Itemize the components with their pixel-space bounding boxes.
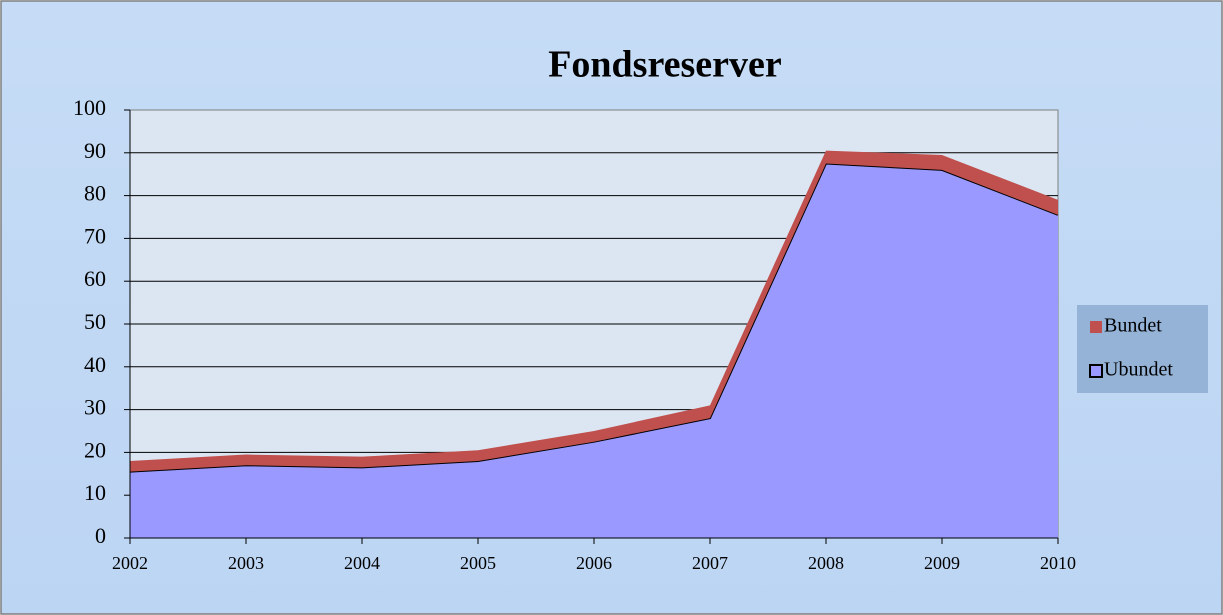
y-tick-label: 60 xyxy=(84,266,106,291)
y-tick-label: 50 xyxy=(84,309,106,334)
legend-swatch xyxy=(1089,364,1103,378)
legend: Bundet Ubundet xyxy=(1089,315,1173,381)
y-tick-label: 80 xyxy=(84,181,106,206)
legend-label: Bundet xyxy=(1104,315,1162,337)
axes: 0 10 20 30 40 50 60 70 80 90 100 2002 2003 2004 2005 20… xyxy=(73,95,1076,573)
legend-label: Ubundet xyxy=(1104,359,1173,381)
x-tick-label: 2004 xyxy=(344,553,380,573)
x-tick-label: 2003 xyxy=(228,553,264,573)
chart-title: Fondsreserver xyxy=(548,44,782,86)
areas xyxy=(129,150,1059,538)
x-tick-label: 2009 xyxy=(924,553,960,573)
x-tick-label: 2010 xyxy=(1040,553,1076,573)
x-tick-label: 2006 xyxy=(576,553,612,573)
y-tick-label: 10 xyxy=(84,480,106,505)
y-tick-label: 90 xyxy=(84,138,106,163)
y-tick-label: 0 xyxy=(95,523,106,548)
legend-swatch xyxy=(1090,321,1102,333)
x-tick-label: 2002 xyxy=(112,553,148,573)
y-tick-label: 100 xyxy=(73,95,106,120)
y-tick-label: 20 xyxy=(84,437,106,462)
x-tick-label: 2007 xyxy=(692,553,728,573)
y-tick-label: 40 xyxy=(84,352,106,377)
y-tick-label: 30 xyxy=(84,395,106,420)
x-tick-label: 2005 xyxy=(460,553,496,573)
y-tick-label: 70 xyxy=(84,223,106,248)
x-tick-label: 2008 xyxy=(808,553,844,573)
area xyxy=(130,163,1058,538)
legend-box xyxy=(1077,305,1208,393)
